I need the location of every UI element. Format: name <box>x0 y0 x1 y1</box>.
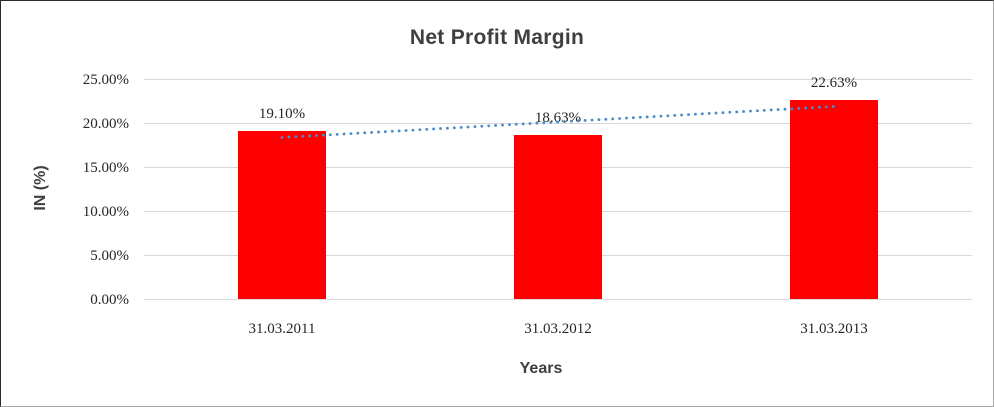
bar-data-label: 19.10% <box>258 105 306 122</box>
gridline <box>144 298 972 300</box>
bar-31.03.2011 <box>238 130 326 299</box>
trendline-path <box>280 105 836 139</box>
x-tick-label: 31.03.2012 <box>524 321 592 337</box>
trendline <box>280 105 836 139</box>
bar-31.03.2013 <box>790 99 878 299</box>
bar-data-label: 18.63% <box>534 110 582 127</box>
bar-data-label: 22.63% <box>810 74 858 91</box>
y-tick-label: 0.00% <box>90 292 129 308</box>
y-tick-label: 5.00% <box>90 248 129 264</box>
plot-area: 19.10% 18.63% 22.63% <box>144 75 972 300</box>
y-tick-label: 25.00% <box>82 72 129 88</box>
y-tick-label: 10.00% <box>82 204 129 220</box>
y-tick-label: 20.00% <box>82 116 129 132</box>
x-axis-title: Years <box>519 360 563 377</box>
bar-31.03.2012 <box>514 135 602 299</box>
x-tick-label: 31.03.2011 <box>248 321 316 337</box>
chart-title: Net Profit Margin <box>409 26 585 49</box>
y-tick-label: 15.00% <box>82 160 129 176</box>
gridline <box>144 78 972 80</box>
x-tick-label: 31.03.2013 <box>800 321 868 337</box>
